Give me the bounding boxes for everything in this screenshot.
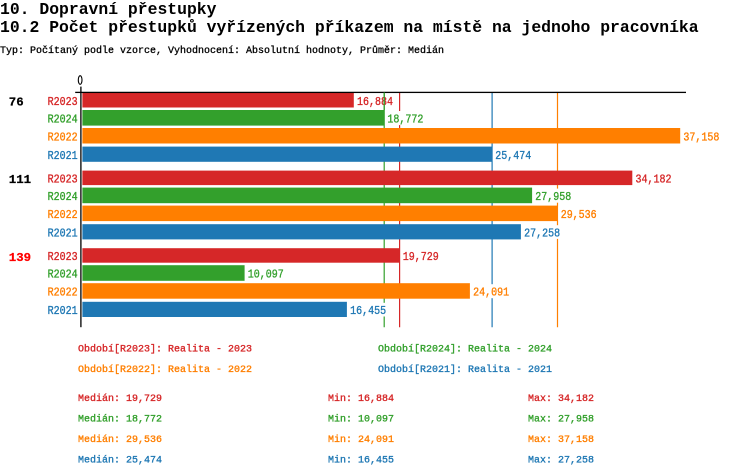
svg-text:Období[R2024]: Realita - 2024: Období[R2024]: Realita - 2024: [378, 343, 552, 355]
svg-text:R2024: R2024: [48, 190, 78, 204]
svg-text:R2024: R2024: [48, 268, 78, 282]
svg-text:Min: 10,097: Min: 10,097: [328, 414, 394, 426]
svg-text:R2023: R2023: [48, 95, 78, 109]
svg-text:R2023: R2023: [48, 172, 78, 186]
svg-text:76: 76: [9, 95, 24, 109]
svg-text:R2023: R2023: [48, 250, 78, 264]
svg-text:Max: 37,158: Max: 37,158: [528, 434, 594, 446]
svg-text:10,097: 10,097: [248, 268, 284, 282]
svg-text:Max: 27,958: Max: 27,958: [528, 414, 594, 426]
svg-text:139: 139: [9, 251, 31, 265]
svg-text:34,182: 34,182: [636, 172, 672, 186]
svg-text:R2022: R2022: [48, 286, 78, 300]
svg-text:18,772: 18,772: [387, 112, 423, 126]
svg-text:27,258: 27,258: [524, 226, 560, 240]
svg-text:Období[R2022]: Realita - 2022: Období[R2022]: Realita - 2022: [78, 364, 252, 376]
svg-text:Typ: Počítaný podle vzorce, Vy: Typ: Počítaný podle vzorce, Vyhodnocení:…: [0, 44, 444, 57]
svg-text:R2021: R2021: [48, 304, 78, 318]
svg-text:Min: 16,884: Min: 16,884: [328, 393, 394, 405]
svg-text:111: 111: [9, 173, 31, 187]
svg-text:R2022: R2022: [48, 130, 78, 144]
svg-text:10.2 Počet přestupků vyřízenýc: 10.2 Počet přestupků vyřízených příkazem…: [0, 18, 699, 37]
svg-text:R2021: R2021: [48, 226, 78, 240]
svg-text:Max: 27,258: Max: 27,258: [528, 455, 594, 467]
svg-text:10. Dopravní přestupky: 10. Dopravní přestupky: [0, 0, 217, 19]
svg-text:Min: 24,091: Min: 24,091: [328, 434, 394, 446]
svg-text:Min: 16,455: Min: 16,455: [328, 455, 394, 467]
svg-text:16,455: 16,455: [350, 304, 386, 318]
svg-text:37,158: 37,158: [683, 130, 719, 144]
svg-text:R2021: R2021: [48, 149, 78, 163]
svg-text:27,958: 27,958: [535, 190, 571, 204]
svg-text:16,884: 16,884: [357, 95, 393, 109]
svg-text:Období[R2023]: Realita - 2023: Období[R2023]: Realita - 2023: [78, 343, 252, 355]
svg-text:Medián: 25,474: Medián: 25,474: [78, 455, 162, 467]
svg-text:R2024: R2024: [48, 112, 78, 126]
svg-text:24,091: 24,091: [473, 286, 509, 300]
svg-text:25,474: 25,474: [495, 149, 531, 163]
svg-text:R2022: R2022: [48, 208, 78, 222]
svg-text:Max: 34,182: Max: 34,182: [528, 393, 594, 405]
svg-text:Medián: 29,536: Medián: 29,536: [78, 434, 162, 446]
svg-text:29,536: 29,536: [561, 208, 597, 222]
svg-text:19,729: 19,729: [403, 250, 439, 264]
svg-text:Medián: 18,772: Medián: 18,772: [78, 414, 162, 426]
svg-text:Období[R2021]: Realita - 2021: Období[R2021]: Realita - 2021: [378, 364, 552, 376]
svg-text:Medián: 19,729: Medián: 19,729: [78, 393, 162, 405]
